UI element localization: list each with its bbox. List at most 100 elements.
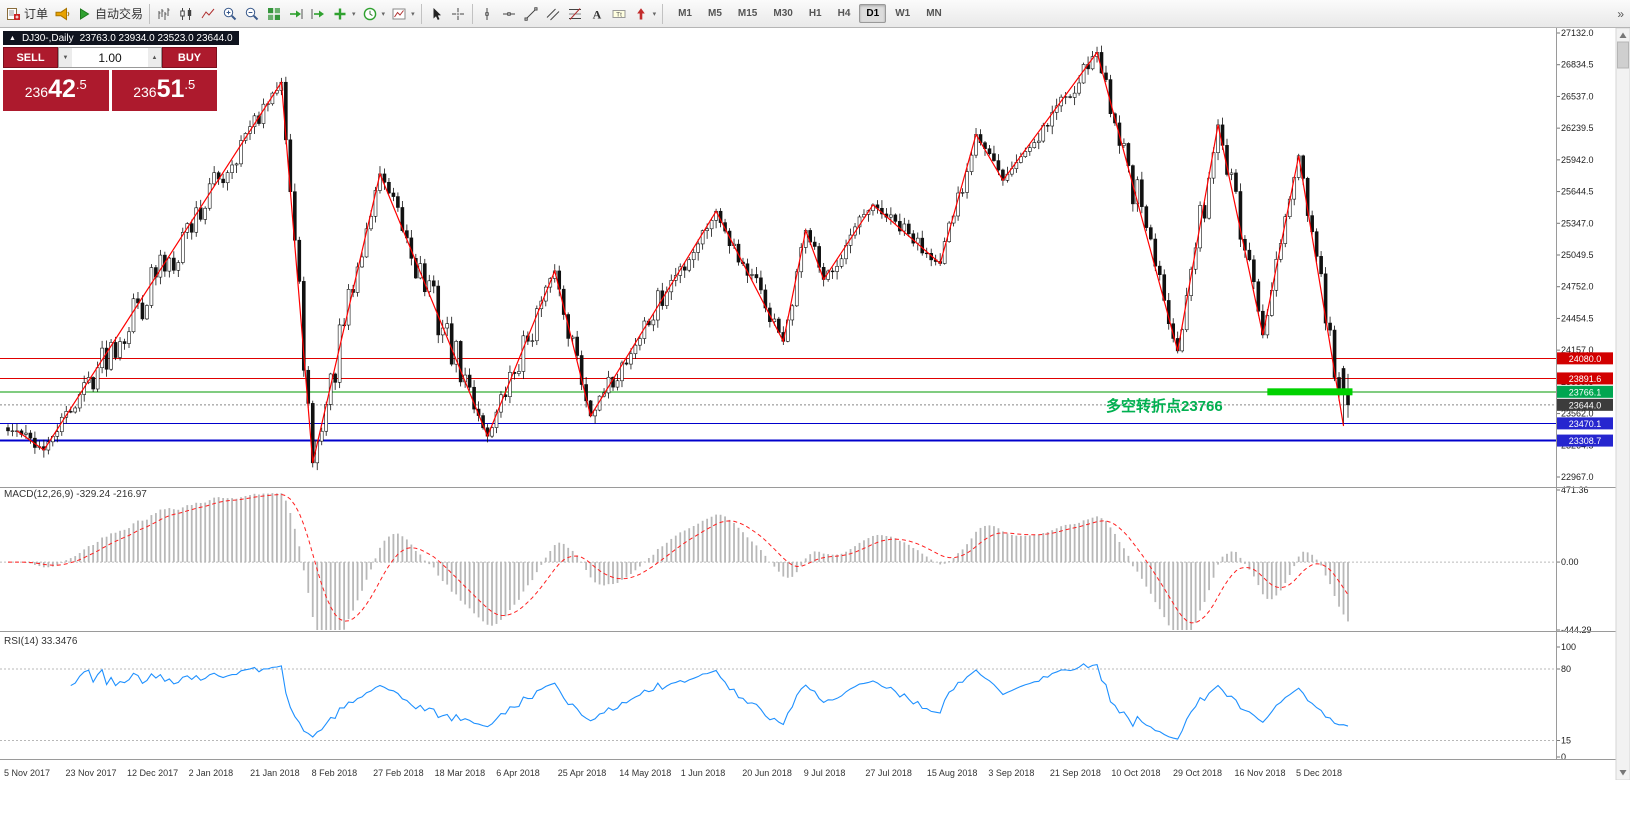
dropdown-arrow-icon[interactable]: ▾	[381, 10, 386, 18]
periods-button[interactable]: ▾	[359, 3, 389, 25]
volume-increase-button[interactable]: ▲	[148, 48, 161, 67]
chart-canvas[interactable]: 27132.0 26834.5 26537.0 26239.5 25942.0 25644…	[0, 28, 1630, 780]
price-tick-label: 26537.0	[1561, 91, 1594, 101]
price-tick-label: 25049.5	[1561, 250, 1594, 260]
price-badge	[1557, 417, 1613, 430]
ohlc-readout: 23763.0 23934.0 23523.0 23644.0	[79, 32, 233, 44]
macd-histogram	[20, 493, 1349, 630]
templates-icon	[391, 6, 407, 22]
timeframe-m1[interactable]: M1	[678, 8, 692, 19]
fibonacci-button[interactable]	[564, 3, 586, 25]
price-tick-label: 25942.0	[1561, 155, 1594, 165]
svg-text:A: A	[592, 7, 601, 21]
price-tick-label: 26834.5	[1561, 60, 1594, 70]
collapse-panel-icon[interactable]: ▲	[9, 34, 16, 42]
indicators-button[interactable]: ▾	[329, 3, 359, 25]
timeframe-m15[interactable]: M15	[737, 8, 758, 19]
cursor-button[interactable]	[425, 3, 447, 25]
zoom-in-button[interactable]	[219, 3, 241, 25]
zoom-out-icon	[244, 6, 260, 22]
date-label: 16 Nov 2018	[1234, 768, 1285, 778]
timeframe-m5[interactable]: M5	[708, 8, 722, 19]
timeframe-w1[interactable]: W1	[895, 8, 911, 19]
price-tick-label: 27132.0	[1561, 28, 1594, 38]
volume-decrease-button[interactable]: ▼	[59, 48, 72, 67]
price-badge-label: 24080.0	[1569, 354, 1602, 364]
horizontal-line-button[interactable]	[498, 3, 520, 25]
price-badge-label: 23766.1	[1569, 387, 1602, 397]
cursor-icon	[428, 6, 444, 22]
indicators-icon	[332, 6, 348, 22]
auto-scroll-button[interactable]	[285, 3, 307, 25]
scrollbar-up-icon[interactable]	[1619, 32, 1627, 39]
alerts-icon	[54, 6, 70, 22]
vertical-line-button[interactable]	[476, 3, 498, 25]
rsi-line	[70, 663, 1349, 740]
price-badge	[1557, 398, 1613, 411]
date-label: 2 Jan 2018	[189, 768, 234, 778]
date-label: 23 Nov 2017	[66, 768, 117, 778]
date-label: 27 Jul 2018	[865, 768, 912, 778]
sell-button[interactable]: SELL	[3, 47, 58, 68]
candles-group	[6, 45, 1350, 471]
bar-chart-button[interactable]	[153, 3, 175, 25]
price-badge-label: 23308.7	[1569, 436, 1602, 446]
time-axis[interactable]	[0, 761, 1616, 780]
templates-button[interactable]: ▾	[388, 3, 418, 25]
macd-label: MACD(12,26,9) -329.24 -216.97	[4, 489, 147, 500]
turning-point-annotation: 多空转折点23766	[1106, 398, 1223, 415]
timeframe-h4[interactable]: H4	[837, 8, 851, 19]
date-label: 10 Oct 2018	[1111, 768, 1160, 778]
price-tick-label: 24752.0	[1561, 282, 1594, 292]
chart-shift-button[interactable]	[307, 3, 329, 25]
price-tick-label: 25644.5	[1561, 187, 1594, 197]
svg-text:Tt: Tt	[616, 11, 622, 18]
text-button[interactable]: A	[586, 3, 608, 25]
buy-button[interactable]: BUY	[162, 47, 217, 68]
scrollbar-thumb[interactable]	[1617, 41, 1629, 69]
rsi-tick-label: 100	[1561, 642, 1576, 652]
tile-windows-icon	[266, 6, 282, 22]
timeframe-m30[interactable]: M30	[773, 8, 793, 19]
timeframe-d1[interactable]: D1	[859, 4, 887, 23]
label-icon: Tt	[611, 6, 627, 22]
buy-price[interactable]: 23651.5	[111, 70, 217, 111]
auto-scroll-icon	[288, 6, 304, 22]
timeframe-mn[interactable]: MN	[926, 8, 942, 19]
sell-price[interactable]: 23642.5	[3, 70, 109, 111]
price-tick-label: 24157.0	[1561, 345, 1594, 355]
date-label: 3 Sep 2018	[988, 768, 1034, 778]
trendline-icon	[523, 6, 539, 22]
dropdown-arrow-icon[interactable]: ▾	[652, 10, 657, 18]
turning-point-highlight[interactable]	[1267, 388, 1353, 396]
fibonacci-icon	[567, 6, 583, 22]
line-chart-button[interactable]	[197, 3, 219, 25]
vertical-scrollbar[interactable]	[1615, 28, 1630, 780]
candlestick-button[interactable]	[175, 3, 197, 25]
crosshair-button[interactable]	[447, 3, 469, 25]
autotrading-button[interactable]: 自动交易	[73, 3, 146, 25]
timeframe-h1[interactable]: H1	[808, 8, 822, 19]
toolbar-overflow-button[interactable]: »	[1617, 6, 1624, 21]
autotrading-icon	[76, 6, 92, 22]
dropdown-arrow-icon[interactable]: ▾	[411, 10, 415, 18]
date-label: 15 Aug 2018	[927, 768, 978, 778]
label-button[interactable]: Tt	[608, 3, 630, 25]
arrows-button[interactable]: ▾	[630, 3, 660, 25]
timeframe-group: M1 M5 M15 M30 H1 H4 D1 W1 MN	[670, 4, 950, 23]
vertical-line-icon	[479, 6, 495, 22]
scrollbar-down-icon[interactable]	[1619, 770, 1627, 776]
volume-value[interactable]: 1.00	[98, 50, 122, 65]
tile-windows-button[interactable]	[263, 3, 285, 25]
new-order-button[interactable]: 订单	[2, 3, 51, 25]
zoom-out-button[interactable]	[241, 3, 263, 25]
dropdown-arrow-icon[interactable]: ▾	[352, 10, 356, 18]
new-order-button-label: 订单	[24, 7, 49, 21]
volume-stepper[interactable]: ▼ 1.00 ▲	[58, 47, 162, 68]
date-label: 27 Feb 2018	[373, 768, 424, 778]
trendline-button[interactable]	[520, 3, 542, 25]
zigzag-line[interactable]	[16, 51, 1345, 463]
alerts-button[interactable]	[51, 3, 73, 25]
channel-icon	[545, 6, 561, 22]
channel-button[interactable]	[542, 3, 564, 25]
